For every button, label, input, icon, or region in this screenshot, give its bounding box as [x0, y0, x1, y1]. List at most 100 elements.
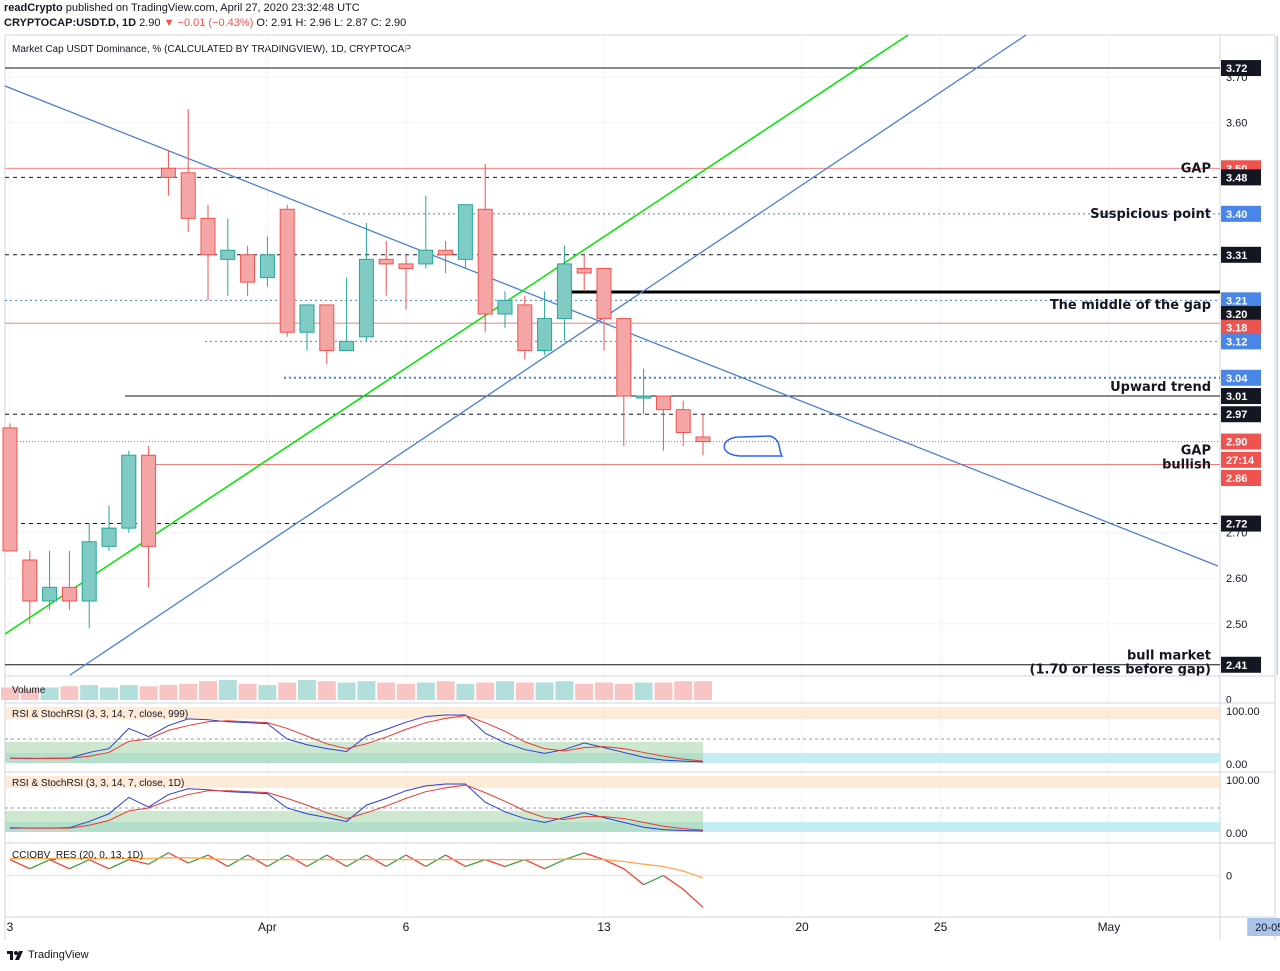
- candle-body: [180, 172, 196, 219]
- volume-bar: [694, 681, 712, 700]
- cci-segment: [465, 859, 486, 868]
- price-label: 2.90: [1226, 437, 1247, 449]
- candle-body: [259, 254, 275, 279]
- candle-body: [240, 254, 256, 283]
- volume-bar: [575, 683, 594, 700]
- publish-text: published on TradingView.com, April 27, …: [65, 2, 360, 14]
- candle-body: [141, 454, 157, 547]
- volume-bar: [614, 683, 633, 700]
- cci-segment: [9, 859, 31, 870]
- indicator-panes: Volume 0 RSI & StochRSI (3, 3, 14, 7, clos…: [1, 675, 1275, 908]
- volume-bar: [100, 687, 118, 700]
- footer: TradingView: [6, 949, 89, 961]
- price-label-bg: [1221, 369, 1261, 386]
- volume-bar: [159, 685, 178, 700]
- cci-segment: [247, 854, 268, 868]
- price-label-bg: [1221, 333, 1261, 350]
- price-label: 27:14: [1226, 455, 1255, 467]
- candle-body: [81, 541, 97, 602]
- cci-label: CCIOBV_RES (20, 0, 13, 1D): [12, 850, 143, 861]
- volume-bar: [337, 682, 356, 700]
- cci-segment: [346, 854, 367, 868]
- volume-bar: [80, 685, 99, 700]
- cci-segment: [267, 854, 288, 868]
- candle-body: [438, 249, 454, 256]
- level-tick: 100.00: [1226, 775, 1260, 787]
- candle-body: [477, 208, 493, 315]
- price-label: 3.40: [1226, 209, 1247, 221]
- x-tick-label: 6: [403, 920, 410, 934]
- level-tick: 0.00: [1226, 759, 1247, 771]
- cci-segment: [88, 859, 110, 870]
- candle-body: [418, 249, 434, 265]
- author[interactable]: readCrypto: [4, 2, 63, 14]
- overbought-band: [5, 707, 1220, 719]
- rsi2-label: RSI & StochRSI (3, 3, 14, 7, close, 1D): [12, 778, 184, 789]
- price-label: 3.04: [1226, 373, 1248, 385]
- candle-body: [319, 304, 335, 351]
- rsi1-label: RSI & StochRSI (3, 3, 14, 7, close, 999): [12, 709, 188, 720]
- volume-bar: [179, 683, 198, 700]
- cci-segment: [524, 859, 545, 870]
- candle-body: [655, 395, 671, 411]
- tradingview-logo-icon: [7, 951, 23, 960]
- chart-canvas[interactable]: Market Cap USDT Dominance, % (CALCULATED…: [0, 0, 1280, 945]
- cci-segment: [187, 854, 209, 864]
- candle-body: [576, 267, 592, 274]
- y-tick-label: 2.50: [1226, 619, 1247, 631]
- rsi-band: [5, 810, 703, 832]
- candle-body: [42, 586, 58, 602]
- price-label: 3.01: [1226, 391, 1247, 403]
- cci-segment: [286, 854, 308, 868]
- price-label-bg: [1221, 515, 1261, 532]
- grid: [4, 34, 1278, 940]
- price-label-bg: [1221, 319, 1261, 336]
- annotation-label: The middle of the gap: [1050, 298, 1211, 313]
- price-label-bg: [1221, 388, 1261, 405]
- price-label: 3.18: [1226, 323, 1247, 335]
- candle-body: [398, 263, 414, 269]
- price-label: 2.86: [1226, 473, 1247, 485]
- price-label-bg: [1221, 306, 1261, 323]
- candle-body: [160, 167, 176, 178]
- price-label-bg: [1221, 406, 1261, 423]
- x-tick-label: May: [1098, 920, 1121, 934]
- candle-body: [497, 299, 513, 315]
- annotation-label: bull market: [1127, 649, 1211, 664]
- cci-segment: [29, 859, 50, 870]
- candle-body: [517, 304, 533, 351]
- cci-segment: [207, 854, 229, 868]
- overbought-band: [5, 776, 1220, 788]
- annotation-label: Upward trend: [1110, 380, 1211, 395]
- price-label-bg: [1221, 292, 1261, 309]
- rsi-band: [5, 741, 703, 763]
- candle-body: [279, 208, 295, 333]
- volume-label: Volume: [12, 685, 46, 696]
- candle-body: [22, 559, 38, 602]
- x-highlight-bg: [1247, 918, 1280, 936]
- volume-bar: [555, 681, 574, 700]
- price-label: 2.72: [1226, 519, 1247, 531]
- volume-bar: [654, 682, 673, 700]
- annotation-label: GAP: [1181, 444, 1211, 459]
- volume-bar: [199, 681, 217, 700]
- cci-segment: [405, 854, 427, 868]
- x-tick-label: Apr: [258, 920, 277, 934]
- cci-segment: [385, 854, 407, 868]
- price-label: 2.41: [1226, 660, 1247, 672]
- cci-segment: [108, 859, 130, 870]
- level-tick: 0.00: [1226, 828, 1247, 840]
- cci-segment: [425, 854, 446, 868]
- candle-body: [695, 436, 711, 443]
- cci-segment: [227, 854, 248, 868]
- price-label-bg: [1221, 433, 1261, 450]
- volume-bar: [258, 685, 277, 700]
- annotation-label: bullish: [1162, 457, 1211, 472]
- downtrend-line: [4, 85, 1219, 567]
- price-label-bg: [1221, 470, 1261, 487]
- cci-segment: [445, 854, 466, 868]
- volume-bar: [317, 681, 336, 700]
- level-tick: 100.00: [1226, 706, 1260, 718]
- price-label: 3.21: [1226, 295, 1247, 307]
- candle-body: [220, 249, 236, 260]
